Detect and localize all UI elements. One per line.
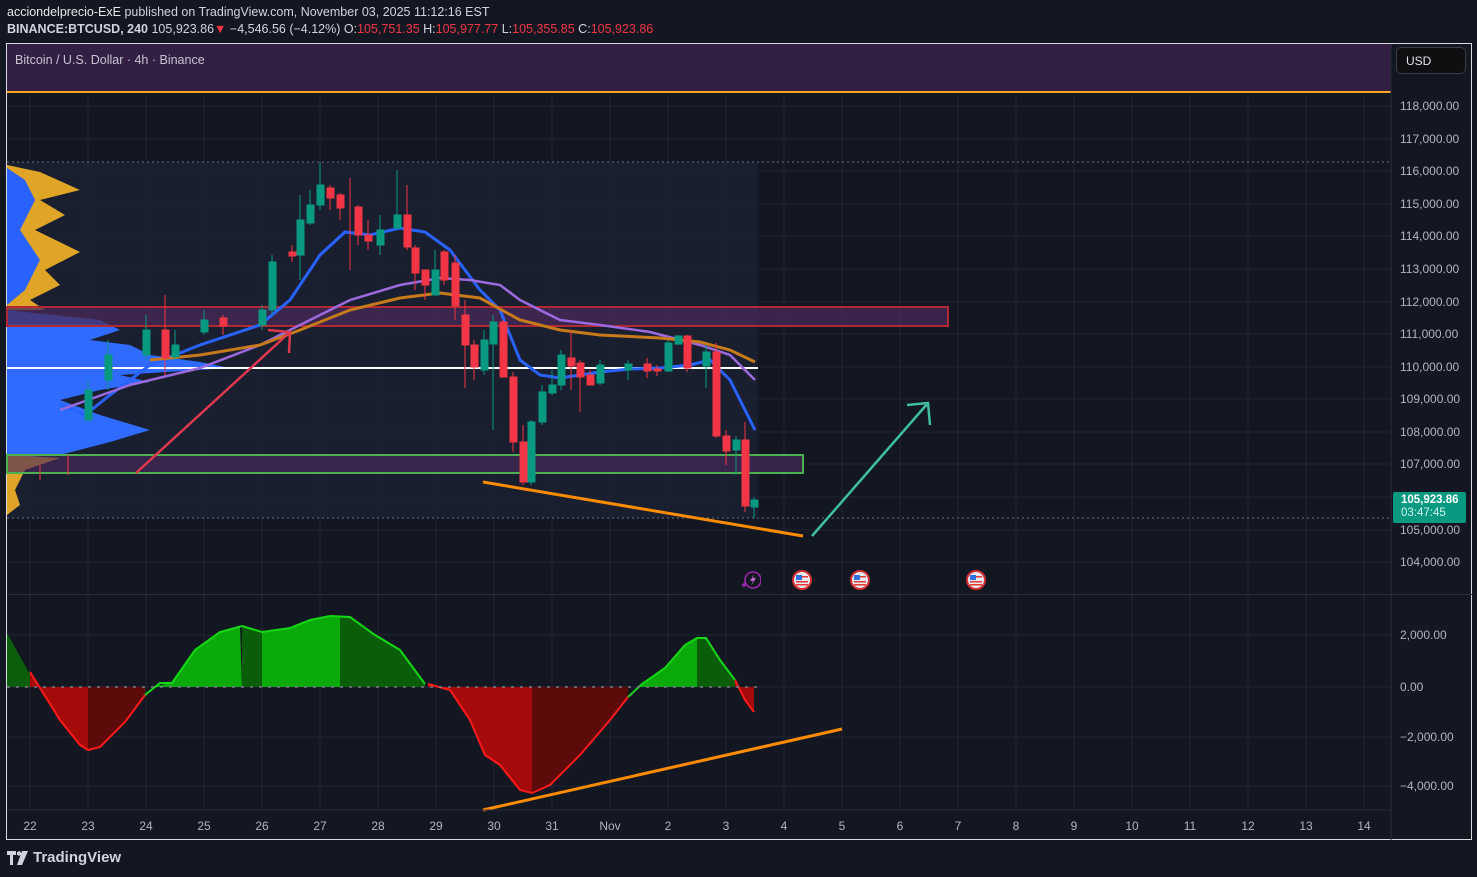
price-tick: 116,000.00: [1400, 164, 1460, 178]
time-tick: 14: [1357, 819, 1371, 833]
time-tick: 2: [664, 819, 672, 833]
osc-tick: 2,000.00: [1400, 628, 1447, 642]
high-value: 105,977.77: [435, 22, 499, 36]
time-tick: 8: [1012, 819, 1020, 833]
bar-countdown: 03:47:45: [1401, 507, 1446, 519]
price-tick: 104,000.00: [1400, 555, 1461, 569]
time-tick: 10: [1125, 819, 1139, 833]
publish-info: acciondelprecio-ExE published on Trading…: [7, 5, 489, 19]
time-tick: 23: [81, 819, 95, 833]
time-tick: 24: [139, 819, 153, 833]
time-tick: 13: [1299, 819, 1313, 833]
price-tick: 111,000.00: [1400, 327, 1459, 341]
osc-tick: 0.00: [1400, 680, 1424, 694]
ideas-flash-icon[interactable]: [741, 570, 761, 590]
close-value: 105,923.86: [590, 22, 654, 36]
tradingview-logo[interactable]: TradingView: [7, 849, 121, 866]
price-tick: 114,000.00: [1400, 229, 1460, 243]
time-tick: 7: [954, 819, 962, 833]
candles[interactable]: [39, 162, 759, 518]
chart-title: Bitcoin / U.S. Dollar · 4h · Binance: [15, 53, 205, 67]
symbol-label: BINANCE:BTCUSD, 240: [7, 22, 148, 36]
time-tick: 31: [545, 819, 559, 833]
price-tick: 113,000.00: [1400, 262, 1460, 276]
high-label: H:: [423, 22, 436, 36]
price-tick: 117,000.00: [1400, 132, 1460, 146]
published-text: published on TradingView.com, November 0…: [124, 5, 490, 19]
time-tick: 4: [780, 819, 788, 833]
price-tick: 112,000.00: [1400, 295, 1460, 309]
us-flag-event-icon[interactable]: [966, 570, 986, 590]
resistance-zone[interactable]: [6, 306, 949, 327]
price-tick: 118,000.00: [1400, 99, 1460, 113]
projection-arrow-line[interactable]: [811, 402, 929, 537]
chart-frame: [6, 43, 1472, 840]
price-trendline[interactable]: [482, 480, 804, 538]
time-tick: 28: [371, 819, 385, 833]
time-tick: 9: [1070, 819, 1078, 833]
osc-tick: −4,000.00: [1400, 779, 1454, 793]
time-tick: 3: [722, 819, 730, 833]
oscillator[interactable]: [7, 614, 758, 795]
pane-separator[interactable]: [7, 594, 1473, 595]
tradingview-wordmark: TradingView: [33, 849, 122, 866]
rally-arrowhead: [267, 328, 292, 354]
time-tick: 26: [255, 819, 269, 833]
time-tick: 22: [23, 819, 37, 833]
price-tick: 109,000.00: [1400, 392, 1461, 406]
time-tick: 25: [197, 819, 211, 833]
time-tick: 29: [429, 819, 443, 833]
oscillator-trendline[interactable]: [482, 727, 843, 812]
time-tick: 6: [896, 819, 904, 833]
ema-mid-line[interactable]: [59, 276, 756, 412]
low-value: 105,355.85: [512, 22, 575, 36]
open-label: O:: [343, 22, 358, 36]
tradingview-logo-icon: [7, 850, 28, 865]
volume-profile: [7, 165, 230, 515]
ema-fast-line[interactable]: [59, 226, 757, 431]
price-tick: 115,000.00: [1400, 197, 1460, 211]
author-name[interactable]: acciondelprecio-ExE: [7, 5, 121, 19]
osc-tick: −2,000.00: [1400, 730, 1454, 744]
time-tick: 5: [838, 819, 846, 833]
low-label: L:: [501, 22, 513, 36]
currency-button[interactable]: USD: [1396, 47, 1466, 74]
top-band: [7, 44, 1391, 92]
time-tick: 30: [487, 819, 501, 833]
time-tick: Nov: [599, 819, 621, 833]
price-tick: 110,000.00: [1400, 360, 1460, 374]
symbol-info: BINANCE:BTCUSD, 240 105,923.86▼ −4,546.5…: [7, 22, 653, 36]
us-flag-event-icon[interactable]: [792, 570, 812, 590]
last-price-value: 105,923.86: [1401, 494, 1459, 506]
change-arrow-icon: ▼: [214, 22, 227, 36]
time-tick: 27: [313, 819, 327, 833]
price-change: −4,546.56 (−4.12%): [229, 22, 341, 36]
time-tick: 11: [1183, 819, 1197, 833]
price-tick: 107,000.00: [1400, 457, 1461, 471]
close-label: C:: [578, 22, 591, 36]
time-tick: 12: [1241, 819, 1255, 833]
price-tick: 108,000.00: [1400, 425, 1461, 439]
support-zone[interactable]: [6, 454, 804, 474]
open-value: 105,751.35: [357, 22, 420, 36]
price-tick: 105,000.00: [1400, 523, 1461, 537]
us-flag-event-icon[interactable]: [850, 570, 870, 590]
rally-arrow-line[interactable]: [135, 331, 291, 474]
last-price-tag: 105,923.86 03:47:45: [1393, 492, 1466, 523]
last-price: 105,923.86: [151, 22, 215, 36]
projection-arrowhead: [906, 401, 932, 426]
